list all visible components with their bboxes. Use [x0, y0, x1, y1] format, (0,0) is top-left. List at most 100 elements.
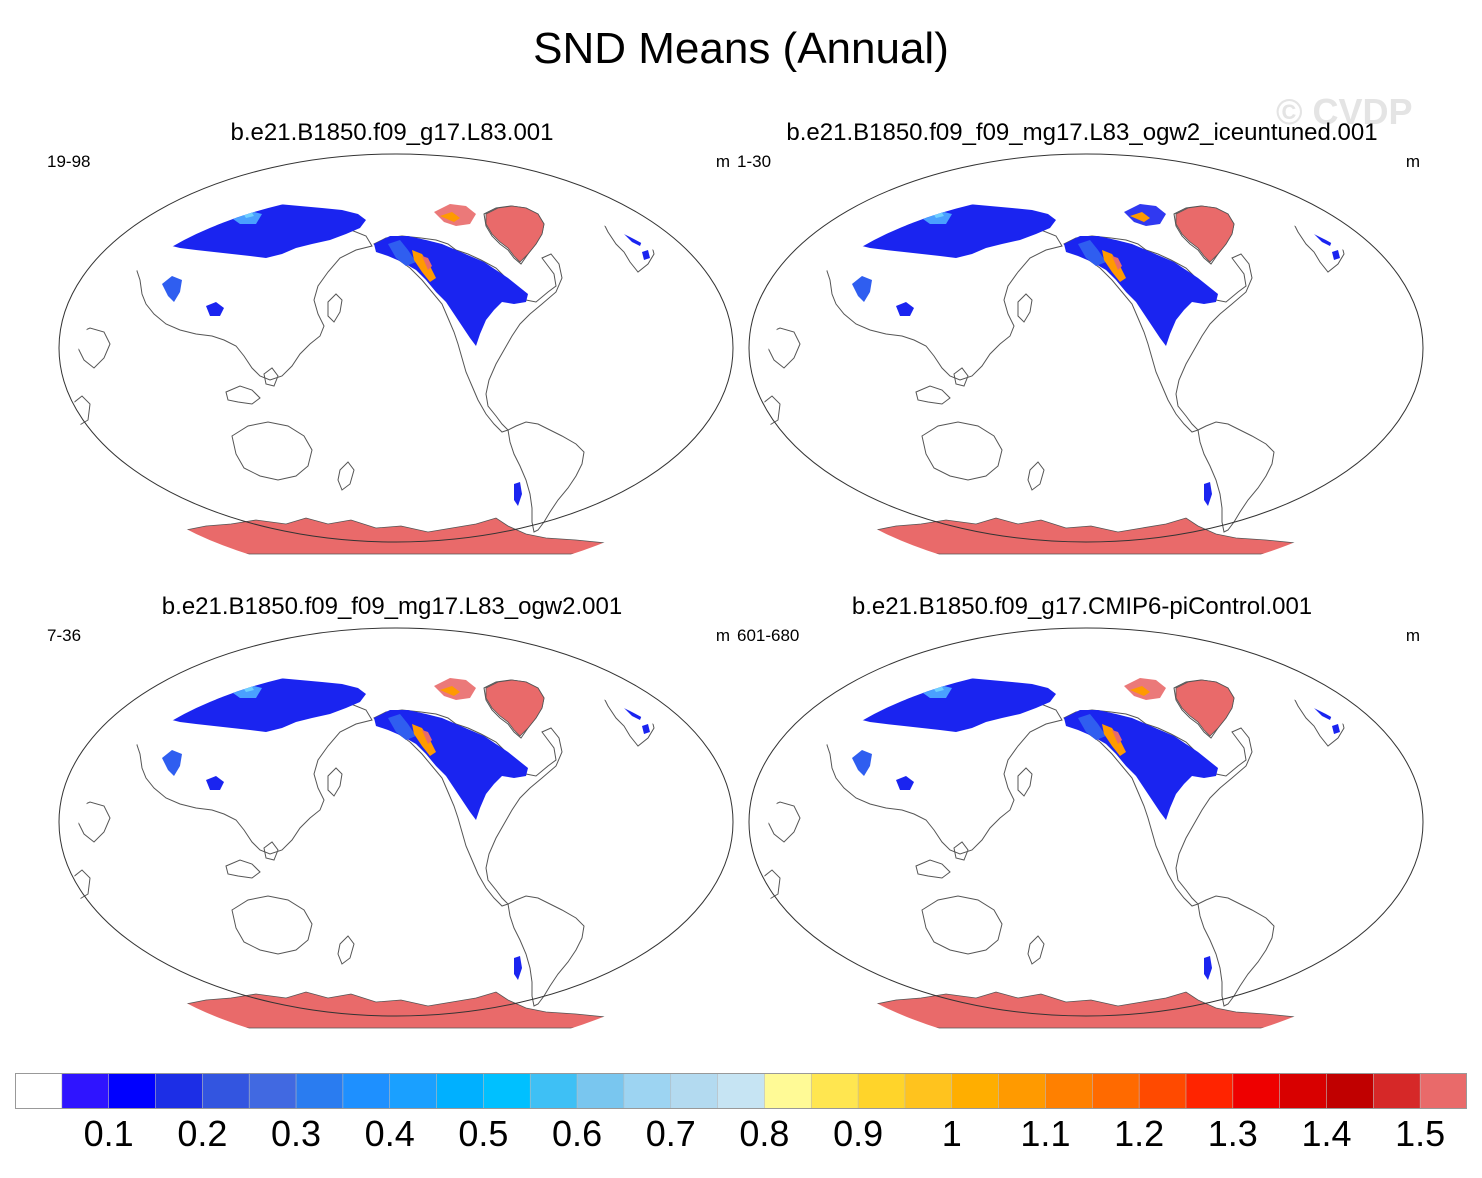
arctic-islands-peak	[1130, 686, 1150, 696]
coastline	[765, 801, 801, 843]
andes-snow	[1204, 482, 1212, 506]
rockies-snow-max	[1112, 256, 1122, 270]
coastline	[915, 385, 951, 405]
coastline	[763, 395, 781, 427]
colorbar-labels: 0.1 0.2 0.3 0.4 0.5 0.6 0.7 0.8 0.9 1 1.1 1.2 1.3 1.4…	[15, 1112, 1467, 1162]
map-panel-0: b.e21.B1850.f09_g17.L83.001 19-98 m	[42, 118, 742, 568]
arctic-islands-peak	[440, 686, 460, 696]
colorbar	[15, 1073, 1467, 1109]
coastline	[113, 219, 373, 381]
greenland-snow	[1175, 205, 1235, 263]
globe-background	[59, 628, 733, 1016]
colorbar-tick-label: 0.1	[83, 1113, 134, 1154]
coastline	[1197, 895, 1275, 1007]
colorbar-swatch	[1419, 1073, 1467, 1109]
alps-snow	[642, 250, 650, 260]
coastline	[507, 421, 585, 533]
colorbar-tick-label: 0.5	[458, 1113, 509, 1154]
alps-snow	[1332, 250, 1340, 260]
map-panel-1: b.e21.B1850.f09_f09_mg17.L83_ogw2_iceunt…	[732, 118, 1432, 568]
coastline	[327, 767, 343, 797]
coastline	[763, 869, 781, 901]
rockies-snow-peak	[1102, 724, 1126, 756]
coastline	[373, 709, 563, 907]
andes-snow	[1204, 956, 1212, 980]
colorbar-swatch	[576, 1073, 625, 1109]
colorbar-swatch	[1279, 1073, 1328, 1109]
colorbar-swatch	[155, 1073, 204, 1109]
globe-border	[748, 627, 1424, 1017]
colorbar-swatch	[61, 1073, 110, 1109]
coastline	[337, 461, 355, 491]
panel-title: b.e21.B1850.f09_g17.L83.001	[230, 119, 554, 146]
greenland-snow	[1175, 679, 1235, 737]
colorbar-swatch	[202, 1073, 250, 1109]
himalaya-snow	[896, 302, 914, 316]
andes-snow	[514, 956, 522, 980]
panel-year-range: 1-30	[737, 152, 772, 171]
colorbar-swatch	[1232, 1073, 1281, 1109]
panel-units: m	[1405, 626, 1420, 645]
colorbar-swatch	[717, 1073, 766, 1109]
colorbar-swatch	[1185, 1073, 1234, 1109]
rockies-snow-peak	[412, 724, 436, 756]
coastline	[337, 935, 355, 965]
rockies-snow-max	[422, 256, 432, 270]
colorbar-swatch	[1326, 1073, 1375, 1109]
colorbar-swatch	[623, 1073, 672, 1109]
colorbar-tick-label: 0.3	[271, 1113, 322, 1154]
map-panel-3: b.e21.B1850.f09_g17.CMIP6-piControl.001 …	[732, 592, 1432, 1042]
coastline	[73, 395, 91, 427]
globe-border	[58, 627, 734, 1017]
greenland-snow	[485, 205, 545, 263]
panel-units: m	[715, 626, 730, 645]
alaska-snow-mid	[388, 714, 416, 740]
colorbar-tick-label: 0.7	[645, 1113, 696, 1154]
coastline	[1063, 709, 1253, 907]
coastline	[921, 895, 1003, 955]
map-svg	[748, 627, 1424, 1029]
coastline	[765, 327, 801, 369]
panel-units: m	[715, 152, 730, 171]
rockies-snow-peak	[1102, 250, 1126, 282]
tibet-snow	[852, 750, 872, 776]
panel-units: m	[1405, 152, 1420, 171]
globe-border	[58, 153, 734, 543]
rockies-snow-peak	[412, 250, 436, 282]
north-america-snow	[1064, 236, 1218, 346]
colorbar-tick-label: 1.3	[1207, 1113, 1258, 1154]
coastline	[803, 693, 1063, 855]
map-svg	[58, 153, 734, 555]
colorbar-tick-label: 1.4	[1301, 1113, 1352, 1154]
tibet-snow	[162, 276, 182, 302]
panel-title: b.e21.B1850.f09_f09_mg17.L83_ogw2.001	[161, 593, 623, 620]
alaska-snow-mid	[388, 240, 416, 266]
coastline	[231, 895, 313, 955]
coastline	[915, 859, 951, 879]
alps-snow	[642, 724, 650, 734]
arctic-islands-peak	[1130, 212, 1150, 222]
coastline	[373, 235, 563, 433]
colorbar-swatch	[951, 1073, 1000, 1109]
panel-year-range: 19-98	[47, 152, 91, 171]
alps-snow	[1332, 724, 1340, 734]
colorbar-frame	[15, 1073, 1467, 1109]
colorbar-tick-label: 0.9	[833, 1113, 884, 1154]
coastline	[803, 219, 1063, 381]
colorbar-tick-label: 0.6	[552, 1113, 603, 1154]
tibet-snow	[852, 276, 872, 302]
colorbar-swatch	[1045, 1073, 1094, 1109]
map-svg	[748, 153, 1424, 555]
antarctica-snow	[865, 517, 1307, 555]
coastline	[327, 293, 343, 323]
globe-background	[59, 154, 733, 542]
colorbar-swatch	[764, 1073, 813, 1109]
himalaya-snow	[896, 776, 914, 790]
coastline	[1017, 767, 1033, 797]
tibet-snow	[162, 750, 182, 776]
coastline	[953, 367, 969, 387]
colorbar-tick-label: 0.2	[177, 1113, 228, 1154]
rockies-snow-max	[422, 730, 432, 744]
colorbar-swatch	[1373, 1073, 1421, 1109]
himalaya-snow	[206, 302, 224, 316]
